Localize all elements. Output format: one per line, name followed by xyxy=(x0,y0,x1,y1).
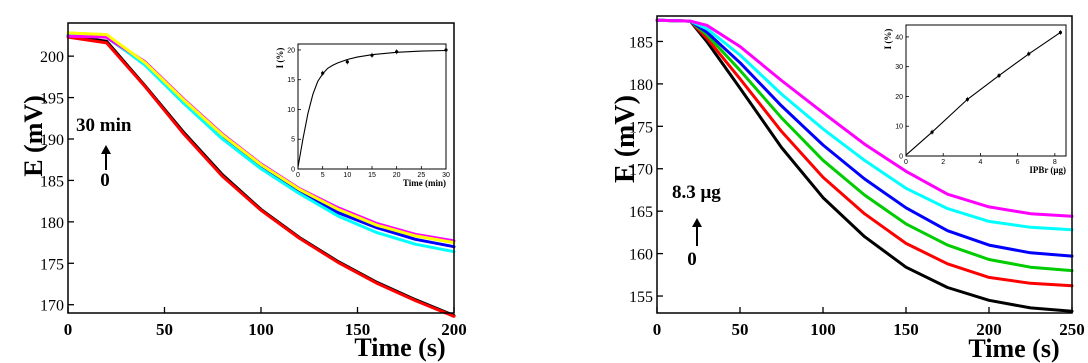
inset-y-tick-label: 5 xyxy=(291,137,295,144)
inset-x-tick-label: 25 xyxy=(417,172,425,179)
inset-x-tick-label: 20 xyxy=(393,172,401,179)
y-tick-label: 170 xyxy=(629,162,653,179)
inset-data-point xyxy=(965,97,969,102)
y-tick-label: 185 xyxy=(629,34,653,51)
inset-x-tick-label: 4 xyxy=(978,159,982,166)
series-line-1 xyxy=(655,18,1074,313)
annotation-arrow-head xyxy=(101,145,111,154)
series-line-6 xyxy=(66,31,456,245)
x-tick-label: 100 xyxy=(248,320,274,339)
inset-x-tick-label: 15 xyxy=(368,172,376,179)
annotation-bottom: 0 xyxy=(100,170,110,191)
inset-x-tick-label: 2 xyxy=(941,159,945,166)
inset-data-point xyxy=(345,60,349,64)
x-axis-label: Time (s) xyxy=(354,333,445,362)
inset-data-point xyxy=(370,53,374,57)
x-tick-label: 150 xyxy=(345,320,371,339)
annotation-bottom: 0 xyxy=(687,249,697,270)
y-tick-label: 185 xyxy=(40,173,64,190)
inset-y-tick-label: 0 xyxy=(899,154,903,161)
annotation-top: 8.3 μg xyxy=(672,182,721,203)
series-line-6 xyxy=(655,18,1074,218)
inset-x-tick-label: 10 xyxy=(343,172,351,179)
inset-data-point xyxy=(1027,52,1031,56)
x-tick-label: 200 xyxy=(976,320,1002,339)
y-tick-label: 195 xyxy=(40,91,64,108)
x-tick-label: 0 xyxy=(653,320,662,339)
inset-y-tick-label: 0 xyxy=(291,167,295,174)
y-tick-label: 200 xyxy=(40,49,64,66)
inset-x-tick-label: 5 xyxy=(321,172,325,179)
y-tick-label: 175 xyxy=(629,119,653,136)
inset-x-axis-label: IPBr (μg) xyxy=(1029,165,1066,175)
x-tick-label: 150 xyxy=(893,320,919,339)
x-tick-label: 200 xyxy=(441,320,467,339)
inset-fit-line xyxy=(905,31,1061,156)
y-tick-label: 170 xyxy=(40,298,64,315)
series-line-4 xyxy=(66,33,456,254)
inset-x-tick-label: 8 xyxy=(1053,159,1057,166)
annotation-arrow-head xyxy=(692,218,702,227)
y-tick-label: 180 xyxy=(40,215,64,232)
inset-y-tick-label: 40 xyxy=(895,34,903,41)
inset-y-tick-label: 20 xyxy=(287,47,295,54)
chart-panel-2: 0 50 100 150 200 250155160165170175180185Time… xyxy=(610,15,1085,363)
series-line-5 xyxy=(655,18,1074,232)
x-tick-label: 50 xyxy=(156,320,173,339)
inset-chart: 0 2 4 6 8 0 10 20 30 40 IPBr (μg) I (%) xyxy=(883,24,1067,175)
y-tick-label: 160 xyxy=(629,247,653,264)
inset-y-tick-label: 15 xyxy=(287,77,295,84)
y-tick-label: 180 xyxy=(629,77,653,94)
inset-y-axis-label: I (%) xyxy=(275,48,285,69)
inset-data-point xyxy=(395,50,399,54)
inset-y-axis-label: I (%) xyxy=(883,29,893,50)
series-line-2 xyxy=(655,18,1074,288)
y-axis-label: E (mV) xyxy=(19,95,48,177)
inset-x-axis-label: Time (min) xyxy=(403,178,446,188)
x-axis-label: Time (s) xyxy=(968,334,1059,363)
y-tick-label: 165 xyxy=(629,204,653,221)
inset-y-tick-label: 30 xyxy=(895,64,903,71)
inset-data-point xyxy=(321,71,325,75)
inset-data-point xyxy=(444,48,448,52)
inset-frame xyxy=(297,43,447,170)
inset-y-tick-label: 10 xyxy=(895,124,903,131)
series-line-4 xyxy=(655,18,1074,258)
x-tick-label: 0 xyxy=(64,320,73,339)
inset-data-point xyxy=(997,74,1001,78)
inset-y-tick-label: 10 xyxy=(287,107,295,114)
y-tick-label: 190 xyxy=(40,132,64,149)
inset-x-tick-label: 6 xyxy=(1016,159,1020,166)
inset-x-tick-label: 0 xyxy=(296,172,300,179)
series-line-3 xyxy=(655,18,1074,273)
inset-data-point xyxy=(1058,30,1063,35)
annotation-top: 30 min xyxy=(76,115,132,136)
inset-x-tick-label: 0 xyxy=(904,159,908,166)
inset-data-point xyxy=(930,130,934,134)
plot-frame xyxy=(656,15,1073,314)
y-tick-label: 155 xyxy=(629,289,653,306)
y-tick-label: 175 xyxy=(40,256,64,273)
y-axis-label: E (mV) xyxy=(610,95,641,183)
series-line-2 xyxy=(66,35,456,318)
x-tick-label: 100 xyxy=(810,320,836,339)
inset-y-tick-label: 20 xyxy=(895,94,903,101)
x-tick-label: 250 xyxy=(1059,320,1085,339)
x-tick-label: 50 xyxy=(732,320,749,339)
inset-x-tick-label: 30 xyxy=(442,172,450,179)
inset-fit-line xyxy=(297,49,447,168)
